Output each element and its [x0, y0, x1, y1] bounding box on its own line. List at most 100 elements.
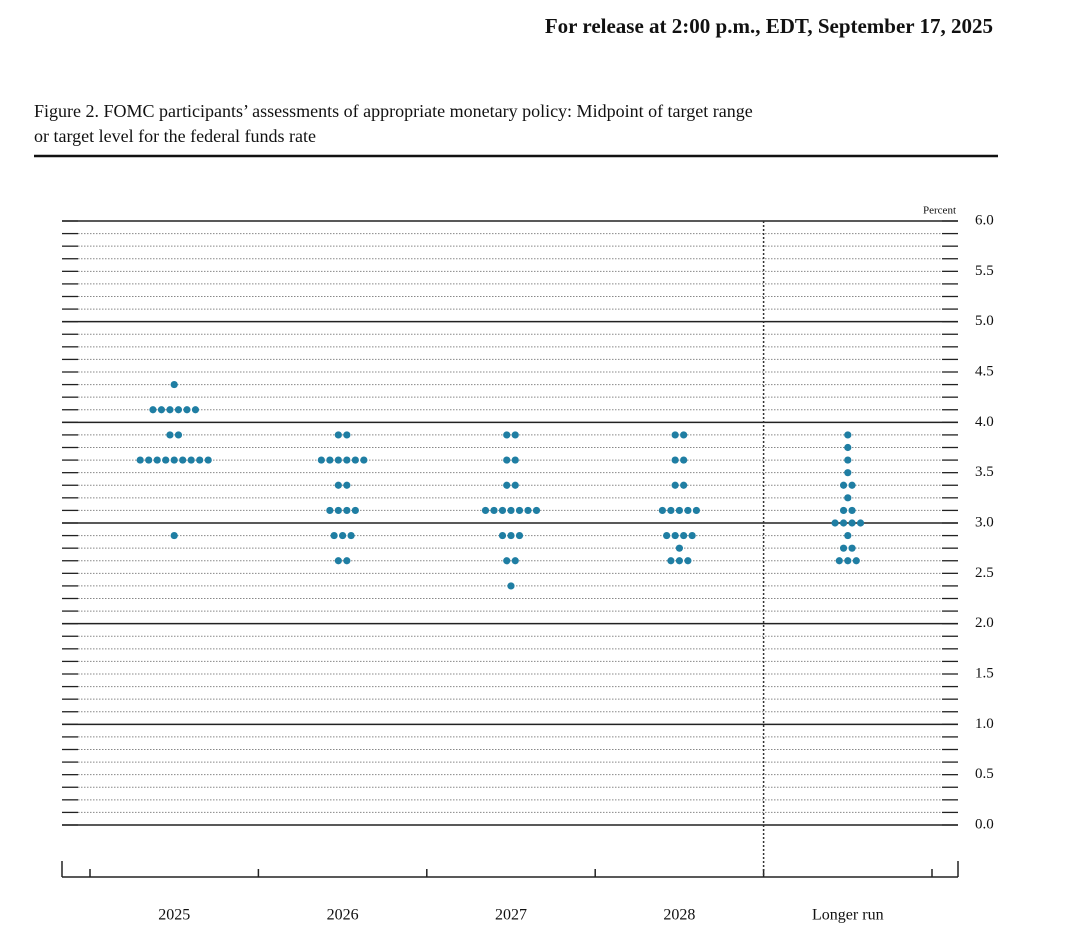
dot	[511, 456, 519, 464]
dot	[844, 494, 852, 502]
dot	[330, 531, 338, 540]
dot	[503, 481, 511, 489]
y-tick-label: 1.5	[975, 665, 994, 681]
dot	[844, 557, 852, 565]
dot	[351, 456, 359, 464]
dot	[524, 506, 532, 515]
dot	[334, 557, 342, 565]
dot	[507, 582, 515, 590]
y-tick-label: 4.5	[975, 363, 994, 379]
dot	[511, 431, 519, 439]
dot	[844, 469, 852, 477]
dot	[675, 506, 684, 515]
y-tick-label: 4.0	[975, 414, 994, 430]
y-tick-label: 3.0	[975, 514, 994, 530]
dot	[498, 531, 507, 540]
dot	[839, 544, 848, 552]
dot	[204, 456, 212, 464]
x-tick-label: 2026	[327, 907, 359, 924]
dot	[481, 506, 490, 515]
dot	[191, 406, 200, 414]
dot	[532, 506, 541, 515]
dot	[334, 431, 342, 439]
dot	[174, 431, 183, 439]
dot	[347, 531, 355, 540]
dot	[503, 431, 511, 439]
dot	[166, 406, 174, 414]
chart-title: or target level for the federal funds ra…	[34, 126, 316, 146]
dot	[515, 506, 524, 515]
dot	[848, 481, 856, 489]
dot	[339, 531, 347, 540]
x-tick-label: 2025	[158, 907, 190, 924]
dot	[351, 506, 359, 515]
y-tick-label: 5.0	[975, 313, 994, 329]
x-tick-label: 2028	[663, 907, 695, 924]
dot	[343, 557, 351, 565]
dot	[196, 456, 204, 464]
dot	[187, 456, 195, 464]
dot	[671, 531, 679, 540]
dot	[688, 531, 696, 540]
dot	[844, 456, 852, 464]
dot	[671, 431, 679, 439]
dot	[844, 431, 852, 439]
dot	[848, 544, 856, 552]
dot	[183, 406, 191, 414]
dot	[334, 456, 342, 464]
dot	[334, 481, 342, 489]
dot	[503, 557, 511, 565]
x-tick-label: Longer run	[812, 907, 884, 924]
dot	[157, 406, 166, 414]
dot	[360, 456, 368, 464]
dot	[343, 431, 351, 439]
dot	[667, 506, 675, 515]
dot	[675, 557, 684, 565]
dot	[658, 506, 667, 515]
dot	[839, 506, 848, 515]
dot	[667, 557, 675, 565]
dot	[848, 506, 856, 515]
dot	[326, 456, 334, 464]
dot	[136, 456, 144, 464]
dot	[490, 506, 498, 515]
dot	[671, 481, 679, 489]
dot	[844, 531, 852, 540]
dot	[663, 531, 671, 540]
y-tick-label: 5.5	[975, 263, 994, 279]
y-tick-label: 0.0	[975, 816, 994, 832]
dot	[166, 431, 174, 439]
dot	[343, 506, 351, 515]
dot	[170, 456, 178, 464]
y-tick-label: 1.0	[975, 716, 994, 732]
dot	[511, 481, 519, 489]
dot	[515, 531, 524, 540]
dot	[856, 519, 865, 527]
dot	[170, 380, 178, 389]
y-tick-label: 2.0	[975, 615, 994, 631]
dot	[170, 531, 178, 540]
y-tick-label: 6.0	[975, 212, 994, 228]
dot	[317, 456, 325, 464]
dot	[844, 443, 852, 452]
dot	[692, 506, 701, 515]
dot	[162, 456, 170, 464]
dot	[680, 456, 688, 464]
dot	[511, 557, 519, 565]
chart-title: Figure 2. FOMC participants’ assessments…	[34, 101, 753, 121]
dot	[149, 406, 157, 414]
dot	[145, 456, 153, 464]
dot	[326, 506, 334, 515]
dot	[334, 506, 342, 515]
dot	[680, 531, 688, 540]
dot	[835, 557, 843, 565]
release-header: For release at 2:00 p.m., EDT, September…	[545, 14, 993, 38]
dot	[680, 481, 688, 489]
dot	[503, 456, 511, 464]
dot	[839, 481, 848, 489]
dot	[498, 506, 507, 515]
y-tick-label: 3.5	[975, 464, 994, 480]
y-tick-label: 0.5	[975, 766, 994, 782]
